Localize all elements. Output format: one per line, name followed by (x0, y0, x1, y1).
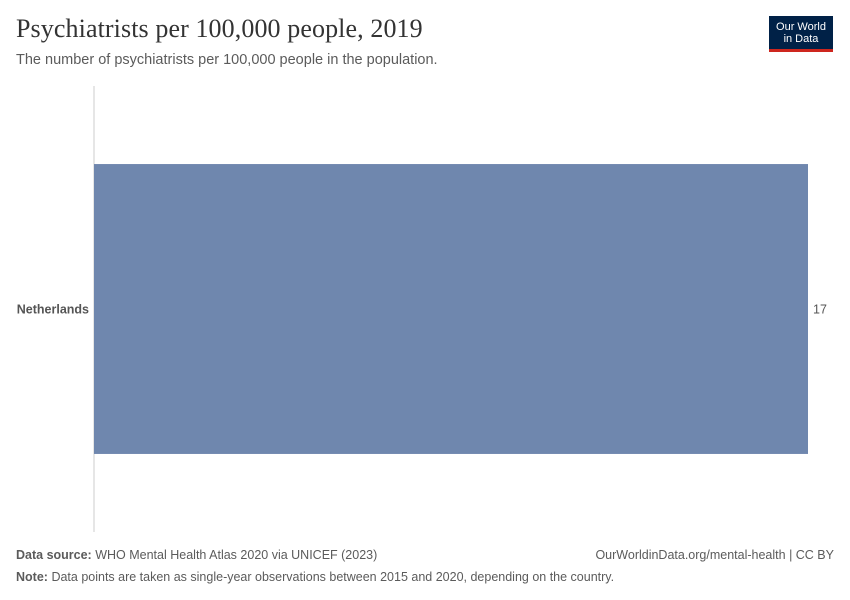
note-label: Note: (16, 570, 48, 584)
footer-source: Data source: WHO Mental Health Atlas 202… (16, 548, 834, 562)
source-text[interactable]: WHO Mental Health Atlas 2020 via UNICEF … (95, 548, 378, 562)
category-label: Netherlands (17, 303, 89, 317)
footer-url[interactable]: OurWorldinData.org/mental-health | CC BY (595, 548, 834, 562)
chart-subtitle: The number of psychiatrists per 100,000 … (16, 52, 438, 68)
logo-line-1: Our World (776, 21, 826, 33)
source-label: Data source: (16, 548, 92, 562)
note-text: Data points are taken as single-year obs… (51, 570, 615, 584)
logo-line-2: in Data (783, 33, 819, 45)
chart-title: Psychiatrists per 100,000 people, 2019 (16, 14, 423, 43)
bar-chart: Netherlands 17 (17, 86, 827, 532)
bar-netherlands[interactable] (94, 164, 808, 454)
footer-note: Note: Data points are taken as single-ye… (16, 570, 834, 584)
owid-logo[interactable]: Our World in Data (769, 16, 833, 52)
value-label: 17 (813, 303, 827, 317)
